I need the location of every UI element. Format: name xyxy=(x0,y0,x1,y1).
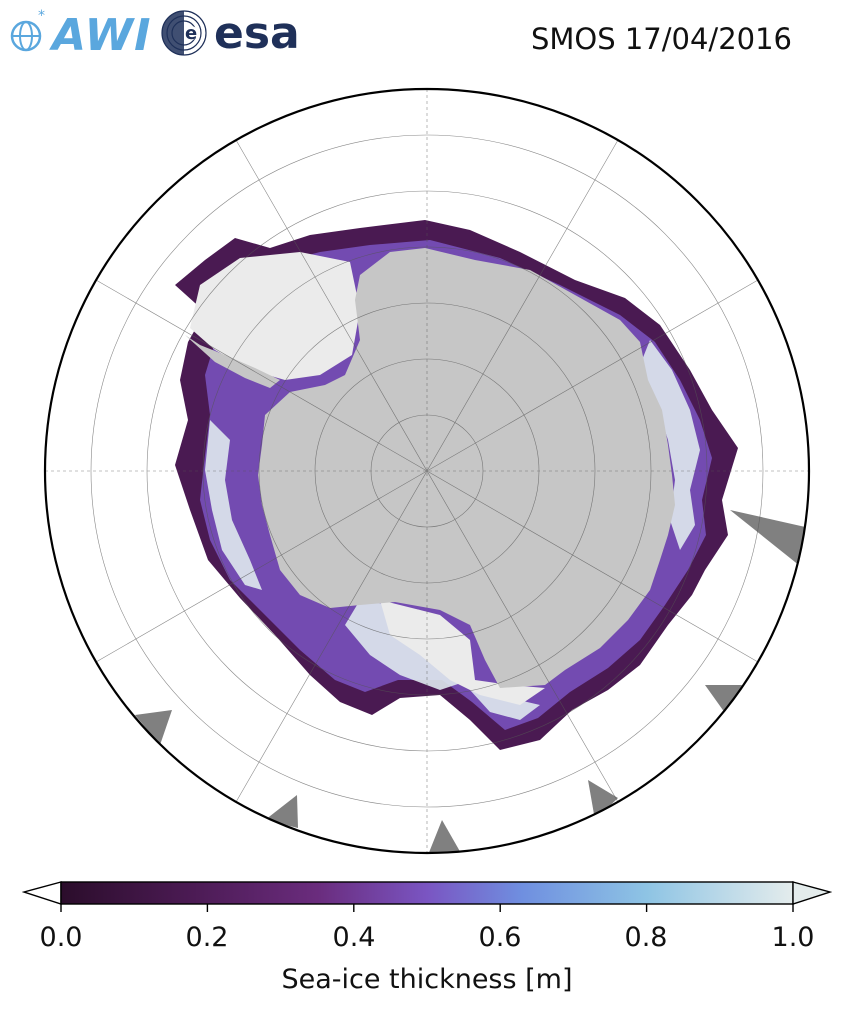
colorbar-tick-label: 0.8 xyxy=(624,922,668,953)
colorbar-tick-labels: 0.0 0.2 0.4 0.6 0.8 1.0 xyxy=(0,922,854,962)
map-title: SMOS 17/04/2016 xyxy=(530,22,792,56)
awi-logo: * AWI xyxy=(8,6,151,62)
no-data-wedge xyxy=(588,780,618,820)
colorbar-ticks xyxy=(60,904,794,912)
colorbar-tick-label: 0.4 xyxy=(332,922,376,953)
esa-wordmark: esa xyxy=(214,8,300,59)
no-data-wedge xyxy=(135,710,172,745)
antarctic-map xyxy=(43,87,811,855)
map-boundary xyxy=(43,87,811,855)
colorbar-tick-label: 0.6 xyxy=(478,922,522,953)
colorbar-tick-label: 1.0 xyxy=(771,922,815,953)
ice-shelf-weddell xyxy=(190,252,360,380)
colorbar-tick-label: 0.2 xyxy=(185,922,229,953)
awi-wordmark: AWI xyxy=(52,10,152,61)
svg-text:*: * xyxy=(38,8,45,24)
logo-bar: * AWI e esa SMOS 17/04/2016 xyxy=(0,0,854,90)
colorbar-max-extend xyxy=(792,881,832,905)
esa-emblem-icon: e xyxy=(161,10,207,56)
colorbar xyxy=(22,881,832,912)
no-data-wedge xyxy=(428,820,462,853)
colorbar-min-extend xyxy=(22,881,62,905)
no-data-wedge xyxy=(730,510,809,570)
colorbar-tick-label: 0.0 xyxy=(39,922,83,953)
awi-globe-icon: * xyxy=(10,8,45,52)
graticule xyxy=(45,89,809,853)
antarctica-land xyxy=(258,248,675,688)
colorbar-gradient xyxy=(60,881,794,905)
colorbar-label: Sea-ice thickness [m] xyxy=(281,964,573,995)
esa-logo: e esa xyxy=(158,8,308,59)
ice-shelf-ross xyxy=(380,600,545,705)
antarctic-peninsula xyxy=(185,335,280,388)
svg-text:e: e xyxy=(185,23,197,44)
